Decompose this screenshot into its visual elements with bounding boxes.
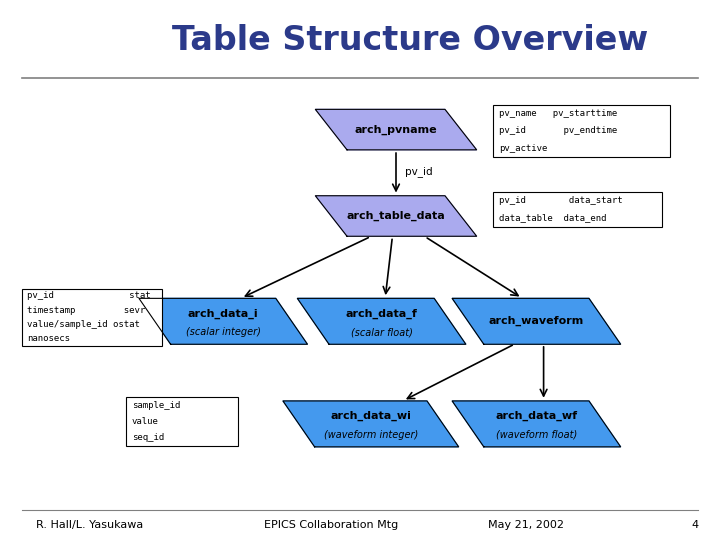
Polygon shape: [297, 298, 466, 345]
Text: (scalar integer): (scalar integer): [186, 327, 261, 337]
Text: pv_active: pv_active: [499, 144, 547, 152]
Text: 4: 4: [691, 520, 698, 530]
Text: May 21, 2002: May 21, 2002: [487, 520, 564, 530]
Text: arch_table_data: arch_table_data: [346, 211, 446, 221]
Text: value: value: [132, 417, 158, 426]
FancyBboxPatch shape: [493, 192, 662, 227]
Polygon shape: [315, 109, 477, 150]
Text: sample_id: sample_id: [132, 401, 180, 409]
Text: arch_pvname: arch_pvname: [355, 124, 437, 135]
Text: arch_data_f: arch_data_f: [346, 308, 418, 319]
Polygon shape: [315, 195, 477, 237]
Text: arch_waveform: arch_waveform: [489, 316, 584, 327]
Text: arch_data_wi: arch_data_wi: [330, 411, 411, 422]
Text: Table Structure Overview: Table Structure Overview: [172, 24, 649, 57]
Text: pv_id       pv_endtime: pv_id pv_endtime: [499, 126, 617, 136]
Polygon shape: [452, 298, 621, 345]
Text: pv_name   pv_starttime: pv_name pv_starttime: [499, 109, 617, 118]
FancyBboxPatch shape: [126, 397, 238, 445]
Text: arch_data_wf: arch_data_wf: [495, 411, 577, 422]
Text: (waveform integer): (waveform integer): [324, 430, 418, 440]
Polygon shape: [452, 401, 621, 447]
Text: pv_id        data_start: pv_id data_start: [499, 196, 623, 205]
Text: data_table  data_end: data_table data_end: [499, 213, 606, 222]
Text: pv_id: pv_id: [405, 166, 432, 177]
Text: seq_id: seq_id: [132, 433, 164, 442]
Text: R. Hall/L. Yasukawa: R. Hall/L. Yasukawa: [36, 520, 143, 530]
Polygon shape: [139, 298, 307, 345]
Text: value/sample_id ostat: value/sample_id ostat: [27, 320, 140, 329]
Text: (scalar float): (scalar float): [351, 327, 413, 337]
FancyBboxPatch shape: [493, 105, 670, 157]
Text: pv_id              stat: pv_id stat: [27, 292, 151, 300]
Text: timestamp         sevr: timestamp sevr: [27, 306, 145, 315]
Text: arch_data_i: arch_data_i: [188, 308, 258, 319]
Text: nanosecs: nanosecs: [27, 334, 71, 343]
Polygon shape: [283, 401, 459, 447]
Text: (waveform float): (waveform float): [496, 430, 577, 440]
Text: EPICS Collaboration Mtg: EPICS Collaboration Mtg: [264, 520, 398, 530]
FancyBboxPatch shape: [22, 289, 162, 346]
